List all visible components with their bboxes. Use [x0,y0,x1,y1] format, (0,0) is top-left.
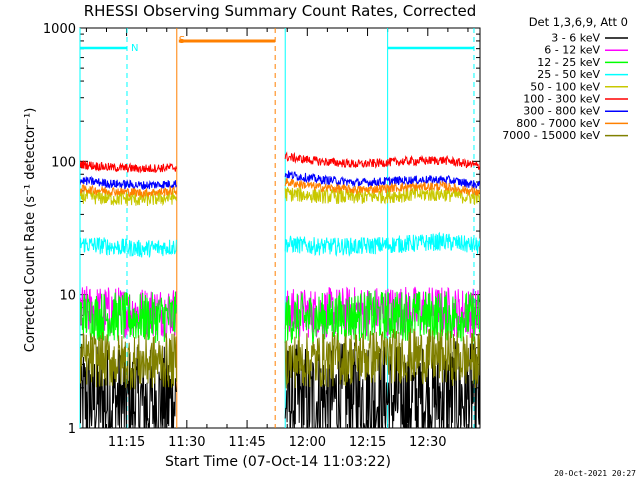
series-line [80,290,480,345]
series-line [80,341,480,428]
legend-label: 12 - 25 keV [537,56,600,69]
series-line [80,151,480,174]
x-tick-label: 12:15 [349,435,386,450]
legend-label: 100 - 300 keV [523,93,600,106]
y-tick-label: 1 [68,422,76,437]
y-tick-label: 100 [51,155,76,170]
legend-label: 3 - 6 keV [551,32,600,45]
legend-label: 800 - 7000 keV [516,117,600,130]
y-tick-label: 10 [59,289,76,304]
legend-label: 6 - 12 keV [544,44,600,57]
series-line [80,170,480,191]
y-axis-label: Corrected Count Rate (s⁻¹ detector⁻¹) [23,108,38,353]
legend-label: 25 - 50 keV [537,68,600,81]
x-tick-label: 12:30 [409,435,446,450]
legend-label: 300 - 800 keV [523,105,600,118]
event-marker-label: N [131,43,138,54]
x-tick-label: 11:45 [228,435,265,450]
y-tick-label: 1000 [43,22,76,37]
chart-title: RHESSI Observing Summary Count Rates, Co… [84,2,477,20]
x-axis-label: Start Time (07-Oct-14 11:03:22) [165,454,391,470]
legend-header: Det 1,3,6,9, Att 0 [529,15,628,29]
plot-area: 1 10 100 1000 11:15 11:30 11:45 12:00 12:15 12:30… [43,22,481,450]
series-line [80,328,480,390]
x-tick-label: 11:15 [108,435,145,450]
date-stamp: 20-Oct-2021 20:27 [554,469,636,478]
x-tick-label: 12:00 [289,435,326,450]
series-line [80,231,480,258]
legend-label: 50 - 100 keV [530,80,600,93]
series-line [80,177,480,200]
legend-label: 7000 - 15000 keV [502,129,600,142]
event-marker-label: S [179,35,185,46]
x-tick-label: 11:30 [168,435,205,450]
